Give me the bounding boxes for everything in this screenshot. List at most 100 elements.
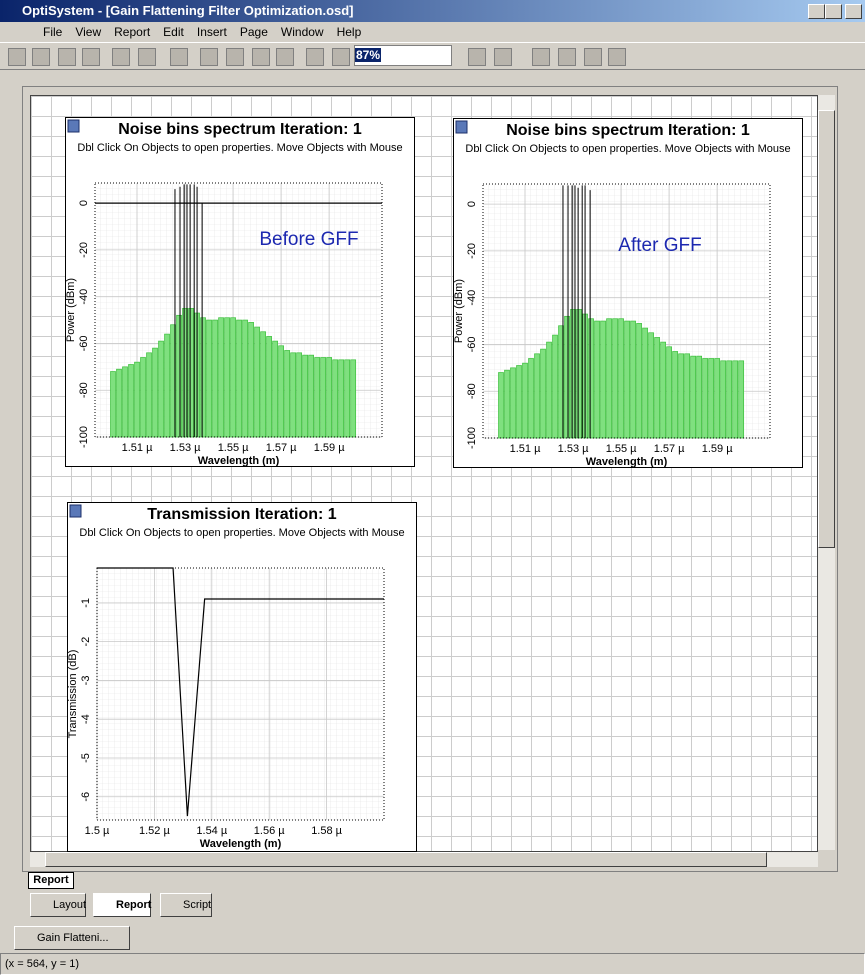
noise-bar <box>206 319 212 438</box>
x-tick-label: 1.57 µ <box>654 443 685 455</box>
annotation: Before GFF <box>259 229 358 250</box>
plot-frame <box>94 182 383 438</box>
noise-bar <box>146 352 152 438</box>
noise-bar <box>242 319 248 438</box>
toolbar-button[interactable] <box>170 48 188 66</box>
menu-bar: File View Report Edit Insert Page Window Help <box>0 22 865 42</box>
menu-item[interactable]: View <box>75 25 102 39</box>
noise-bar <box>606 318 612 439</box>
plot-area <box>97 568 384 820</box>
toolbar-button[interactable] <box>468 48 486 66</box>
x-tick-label: 1.53 µ <box>170 442 201 454</box>
scroll-thumb[interactable] <box>818 110 835 548</box>
view-tab[interactable]: Report <box>93 893 151 917</box>
x-tick-label: 1.52 µ <box>139 825 170 837</box>
noise-bar <box>344 359 351 438</box>
chart-panel: Transmission Iteration: 1 Dbl Click On Ob… <box>67 502 417 852</box>
y-tick-label: -1 <box>80 598 92 608</box>
noise-bar <box>218 317 224 438</box>
noise-bar <box>510 367 516 439</box>
noise-bar <box>332 359 339 438</box>
noise-bar <box>612 318 618 439</box>
toolbar-button[interactable] <box>252 48 270 66</box>
maximize-button[interactable] <box>825 4 842 19</box>
toolbar-button[interactable] <box>82 48 100 66</box>
noise-bar <box>254 326 260 438</box>
noise-bar <box>128 364 134 438</box>
menu-item[interactable]: Report <box>114 25 151 39</box>
plot-frame <box>482 183 771 439</box>
toolbar-button[interactable] <box>200 48 218 66</box>
close-button[interactable] <box>845 4 862 19</box>
menu-item[interactable]: Page <box>239 25 268 39</box>
toolbar-button[interactable] <box>138 48 156 66</box>
menu-item[interactable]: Window <box>280 25 324 39</box>
toolbar-button[interactable] <box>532 48 550 66</box>
toolbar-button[interactable] <box>306 48 324 66</box>
menu-item[interactable]: Help <box>336 25 362 39</box>
x-tick-label: 1.56 µ <box>254 825 285 837</box>
noise-bar <box>672 351 678 439</box>
y-tick-label: -20 <box>466 243 478 259</box>
scroll-thumb[interactable] <box>45 852 767 867</box>
noise-bar <box>248 322 254 438</box>
toolbar-button[interactable] <box>32 48 50 66</box>
y-tick-label: -60 <box>78 335 90 351</box>
panel-title: Transmission Iteration: 1 <box>147 506 336 523</box>
y-axis-label: Power (dBm) <box>453 279 465 343</box>
chart-panel: Noise bins spectrum Iteration: 1 Dbl Clic… <box>453 118 803 468</box>
view-tab[interactable]: Script <box>160 893 212 917</box>
window-title: OptiSystem - [Gain Flattening Filter Opt… <box>22 3 354 18</box>
view-tab[interactable]: Layout <box>30 893 86 917</box>
noise-bar <box>564 316 570 439</box>
noise-bar <box>200 317 206 438</box>
minimize-button[interactable] <box>808 4 825 19</box>
noise-bar <box>140 357 146 438</box>
toolbar-button[interactable] <box>58 48 76 66</box>
toolbar-button[interactable] <box>112 48 130 66</box>
y-axis-label: Power (dBm) <box>65 278 77 342</box>
menu-item[interactable]: Edit <box>163 25 184 39</box>
toolbar-button[interactable] <box>584 48 602 66</box>
noise-bar <box>236 319 242 438</box>
noise-bar <box>624 320 630 439</box>
noise-bar <box>278 345 284 438</box>
noise-bar <box>642 327 648 439</box>
sheet-tab[interactable]: Report <box>28 872 74 889</box>
menu-item[interactable]: Insert <box>196 25 227 39</box>
toolbar-button[interactable] <box>332 48 350 66</box>
noise-bar <box>134 361 140 438</box>
zoom-value: 87% <box>355 48 382 62</box>
noise-bar <box>540 348 546 439</box>
toolbar-button[interactable] <box>608 48 626 66</box>
noise-bar <box>176 315 182 438</box>
noise-bar <box>648 332 654 439</box>
panel-icon <box>69 504 82 518</box>
y-tick-label: -80 <box>466 383 478 399</box>
noise-bar <box>600 320 606 439</box>
toolbar-button[interactable] <box>276 48 294 66</box>
y-tick-label: -100 <box>78 426 90 448</box>
toolbar-button[interactable] <box>8 48 26 66</box>
document-tab[interactable]: Gain Flatteni... <box>14 926 130 950</box>
noise-bar <box>110 371 116 438</box>
toolbar <box>0 42 865 70</box>
noise-bar <box>534 353 540 439</box>
noise-bar <box>284 350 290 438</box>
toolbar-button[interactable] <box>226 48 244 66</box>
noise-bar <box>326 357 333 438</box>
panel-subtitle: Dbl Click On Objects to open properties.… <box>465 143 790 155</box>
x-tick-label: 1.51 µ <box>510 443 541 455</box>
menu-item[interactable]: File <box>43 25 63 39</box>
noise-bar <box>320 357 327 438</box>
toolbar-button[interactable] <box>494 48 512 66</box>
panel-title: Noise bins spectrum Iteration: 1 <box>118 121 362 138</box>
noise-bar <box>302 354 308 438</box>
noise-bar <box>732 360 739 439</box>
zoom-combo[interactable]: 87% <box>354 45 452 66</box>
toolbar-button[interactable] <box>558 48 576 66</box>
title-bar: OptiSystem - [Gain Flattening Filter Opt… <box>0 0 865 22</box>
noise-bar <box>618 318 624 439</box>
noise-bar <box>350 359 357 438</box>
